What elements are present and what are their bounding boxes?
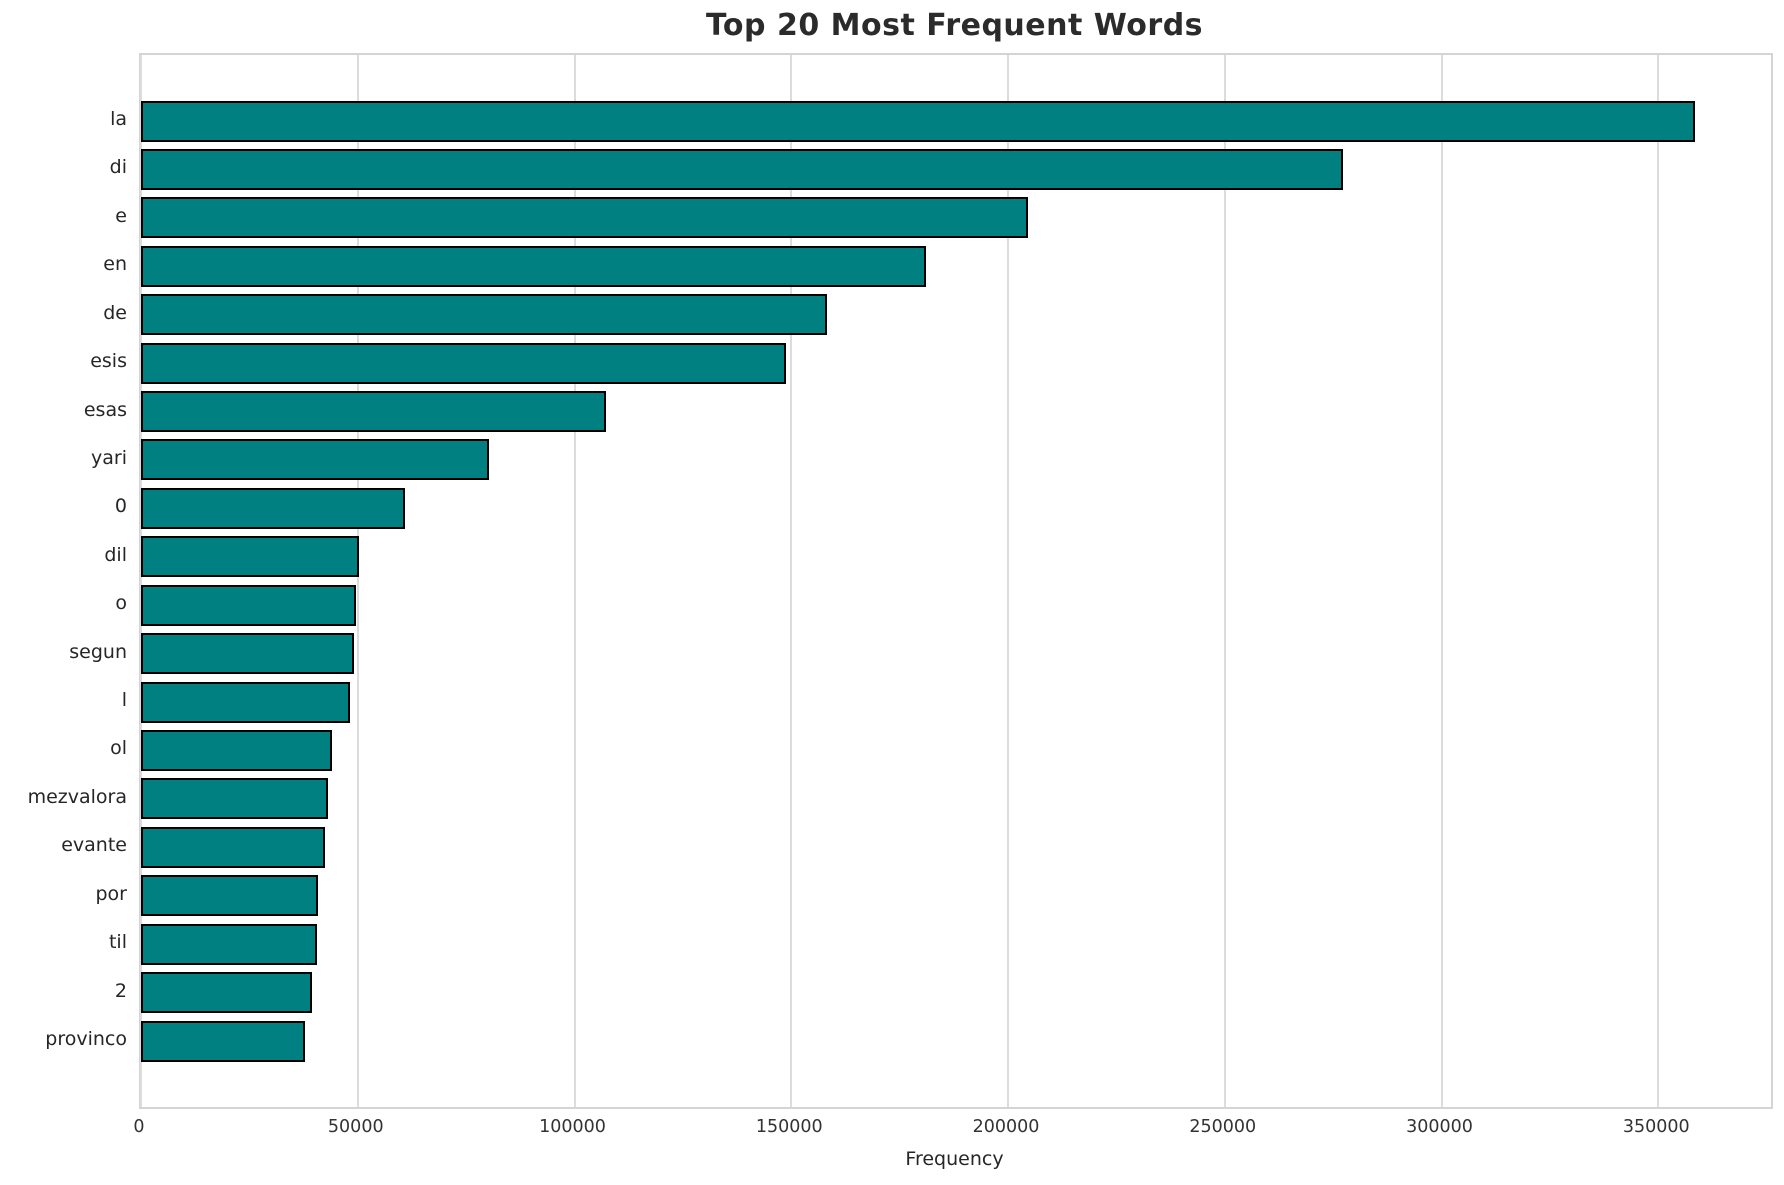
x-axis-label: Frequency [905, 1148, 1004, 1170]
bar [141, 536, 360, 578]
gridline [356, 55, 359, 1107]
y-tick-label: til [108, 931, 127, 954]
y-tick-label: 2 [114, 979, 127, 1002]
gridline [1440, 55, 1443, 1107]
bar [141, 197, 1028, 239]
bar [141, 294, 827, 336]
x-tick-label: 50000 [327, 1117, 384, 1137]
bar [141, 584, 357, 626]
gridline [1007, 55, 1010, 1107]
y-tick-label: e [115, 204, 127, 227]
bar [141, 245, 927, 287]
bar [141, 342, 787, 384]
gridline [1223, 55, 1226, 1107]
y-tick-label: mezvalora [27, 785, 127, 808]
x-tick-label: 300000 [1406, 1117, 1473, 1137]
bar [141, 391, 606, 433]
bar [141, 100, 1696, 142]
y-tick-label: esas [83, 398, 127, 421]
gridline [790, 55, 793, 1107]
y-tick-label: evante [61, 834, 127, 857]
y-tick-label: segun [69, 640, 127, 663]
y-tick-label: provinco [45, 1028, 127, 1050]
y-tick-label: de [103, 301, 127, 324]
x-tick-label: 150000 [755, 1117, 823, 1137]
bar [141, 826, 325, 868]
y-tick-label: 0 [114, 495, 127, 518]
bar [141, 923, 317, 965]
bar [141, 875, 318, 917]
bar [141, 487, 406, 529]
bar [141, 972, 312, 1014]
x-tick-label: 0 [133, 1117, 145, 1137]
y-tick-label: la [110, 108, 127, 130]
y-tick-label: esis [90, 350, 127, 373]
bar [141, 148, 1344, 190]
bar [141, 1020, 306, 1062]
y-tick-label: di [109, 156, 127, 179]
y-tick-label: yari [91, 446, 127, 469]
gridline [573, 55, 576, 1107]
bar [141, 729, 333, 771]
plot-area [139, 53, 1773, 1109]
gridline [1657, 55, 1660, 1107]
y-tick-label: en [103, 253, 127, 276]
y-tick-label: o [115, 592, 127, 615]
y-tick-label: ol [110, 737, 127, 760]
y-tick-label: l [121, 689, 127, 712]
x-tick-label: 350000 [1622, 1117, 1690, 1137]
bar [141, 633, 355, 675]
x-tick-label: 200000 [972, 1117, 1040, 1137]
x-tick-label: 100000 [539, 1117, 606, 1137]
chart-title: Top 20 Most Frequent Words [705, 8, 1204, 43]
y-tick-label: dil [104, 543, 127, 566]
x-tick-label: 250000 [1189, 1117, 1257, 1137]
bar [141, 439, 490, 481]
bar [141, 778, 328, 820]
gridline [140, 55, 142, 1107]
y-tick-label: por [95, 882, 128, 905]
bar [141, 681, 351, 723]
